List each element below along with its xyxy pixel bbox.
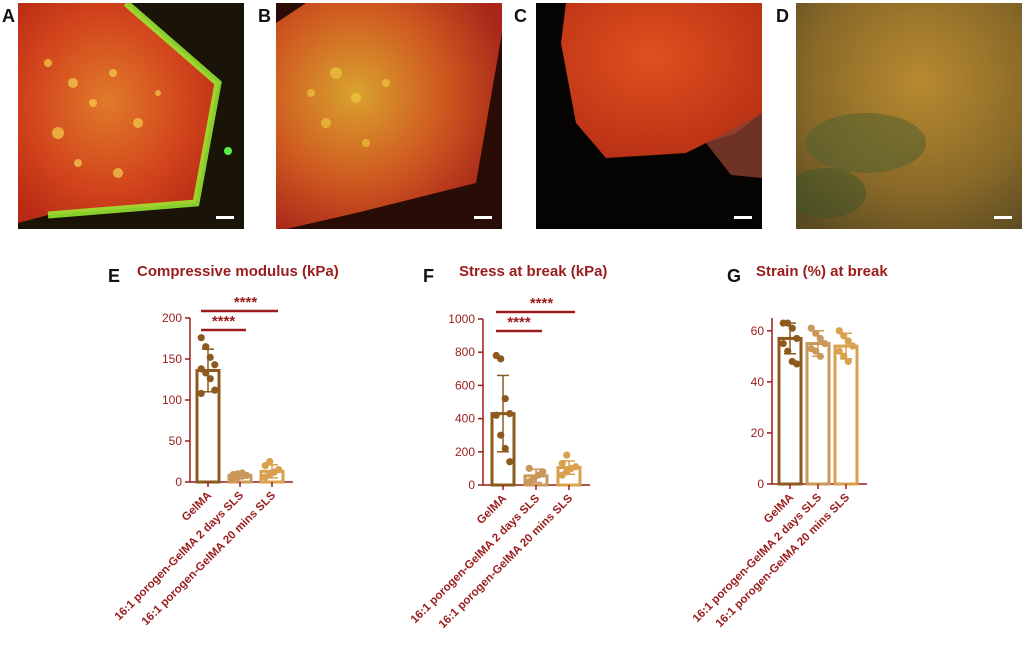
chart-e: E Compressive modulus (kPa)050100150200Ge… [108, 263, 339, 628]
data-point [849, 342, 857, 350]
data-point [844, 357, 852, 366]
data-point [812, 347, 820, 355]
data-point [784, 319, 792, 327]
data-point [501, 395, 509, 403]
data-point [572, 463, 580, 471]
data-point [844, 337, 852, 345]
chart-title: Compressive modulus (kPa) [137, 263, 339, 280]
scale-bar [994, 216, 1012, 219]
data-point [211, 361, 219, 369]
y-tick-label: 200 [162, 311, 182, 325]
data-point [816, 334, 824, 343]
data-point [211, 386, 219, 394]
micrograph-d-image [796, 3, 1022, 229]
chart-f: F Stress at break (kPa)02004006008001000G… [409, 263, 608, 631]
panel-letter-d: D [776, 6, 789, 26]
micrograph-a [18, 3, 244, 229]
data-point [202, 369, 210, 377]
panel-letter-c: C [514, 6, 527, 26]
data-point [816, 352, 824, 360]
data-point [506, 458, 514, 466]
data-point [821, 339, 829, 348]
micrograph-b-image [276, 3, 502, 229]
y-tick-label: 1000 [448, 312, 475, 326]
chart-letter: F [423, 266, 434, 286]
y-tick-label: 50 [169, 434, 183, 448]
y-tick-label: 150 [162, 352, 182, 366]
data-point [506, 410, 514, 418]
y-tick-label: 200 [455, 445, 475, 459]
y-tick-label: 60 [751, 324, 765, 338]
panel-letter-b: B [258, 6, 271, 26]
chart-title: Stress at break (kPa) [459, 263, 607, 280]
chart-letter: G [727, 266, 741, 286]
micrograph-c [536, 3, 762, 229]
data-point [563, 451, 571, 459]
chart-title: Strain (%) at break [756, 263, 888, 280]
y-tick-label: 20 [751, 426, 765, 440]
data-point [835, 347, 843, 355]
significance-label: **** [530, 295, 554, 312]
data-point [202, 343, 210, 351]
y-tick-label: 800 [455, 345, 475, 359]
scale-bar [734, 216, 752, 219]
data-point [807, 324, 815, 332]
y-tick-label: 40 [751, 375, 765, 389]
y-tick-label: 400 [455, 412, 475, 426]
data-point [501, 444, 509, 453]
data-point [835, 327, 843, 335]
micrograph-a-image [18, 3, 244, 229]
data-point [539, 468, 547, 476]
data-point [197, 389, 205, 398]
data-point [206, 353, 214, 361]
y-tick-label: 100 [162, 393, 182, 407]
data-point [197, 334, 205, 342]
data-point [497, 431, 505, 439]
data-point [788, 324, 796, 332]
category-label: 16:1 porogen-GelMA 20 mins SLS [140, 489, 279, 628]
data-point [497, 355, 505, 363]
y-tick-label: 0 [468, 478, 475, 492]
category-label: 16:1 porogen-GelMA 20 mins SLS [437, 492, 576, 631]
category-label: 16:1 porogen-GelMA 2 days SLS [409, 492, 543, 626]
significance-label: **** [507, 314, 531, 331]
data-point [275, 466, 283, 474]
bar [833, 344, 859, 486]
micrograph-d [796, 3, 1022, 229]
y-tick-label: 600 [455, 378, 475, 392]
category-label: 16:1 porogen-GelMA 2 days SLS [691, 491, 825, 625]
data-point [779, 339, 787, 348]
category-label: 16:1 porogen-GelMA 2 days SLS [113, 489, 247, 623]
data-point [206, 375, 214, 383]
y-tick-label: 0 [175, 475, 182, 489]
significance-label: **** [212, 313, 236, 330]
data-point [492, 411, 500, 419]
micrograph-c-image [536, 3, 762, 229]
data-point [840, 352, 848, 360]
data-point [238, 469, 246, 477]
data-point [793, 334, 801, 343]
chart-letter: E [108, 266, 120, 286]
micrograph-b [276, 3, 502, 229]
data-point [558, 459, 566, 468]
significance-label: **** [234, 294, 258, 311]
data-point [525, 464, 533, 472]
data-point [840, 332, 848, 340]
panel-letter-a: A [2, 6, 15, 26]
y-tick-label: 0 [757, 477, 764, 491]
scale-bar [216, 216, 234, 219]
data-point [812, 329, 820, 337]
data-point [784, 347, 792, 355]
scale-bar [474, 216, 492, 219]
data-point [266, 457, 274, 466]
data-point [793, 360, 801, 368]
bar [805, 342, 831, 486]
